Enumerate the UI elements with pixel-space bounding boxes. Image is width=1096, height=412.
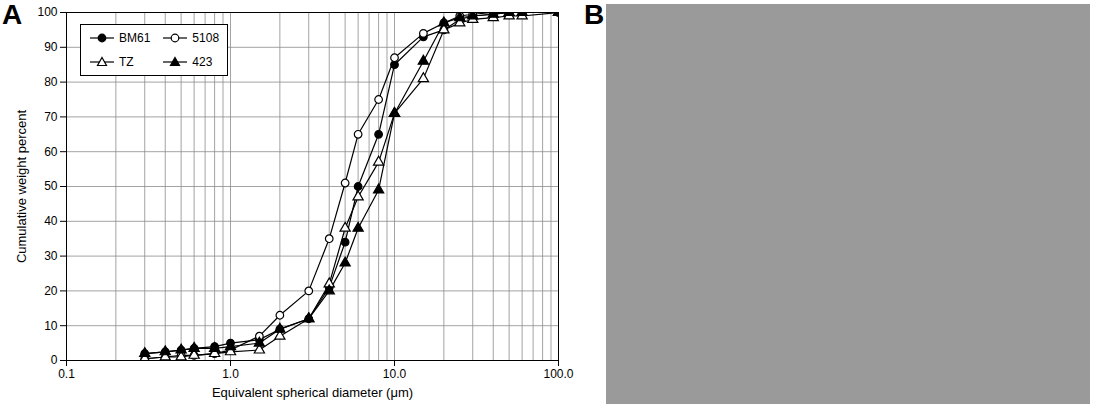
svg-text:20: 20 [44,284,58,298]
svg-text:10: 10 [44,319,58,333]
html-text:TZ: TZ [119,55,134,69]
html-text:B: B [584,0,605,30]
svg-text:1.0: 1.0 [222,367,239,381]
svg-text:70: 70 [44,110,58,124]
svg-text:80: 80 [44,75,58,89]
html-text:BM61: BM61 [119,31,151,45]
svg-text:90: 90 [44,40,58,54]
html-text:A: A [2,0,23,30]
svg-text:40: 40 [44,214,58,228]
svg-text:100: 100 [37,5,57,19]
svg-text:0: 0 [51,353,58,367]
svg-text:Equivalent spherical diameter: Equivalent spherical diameter (μm) [212,385,413,400]
svg-text:60: 60 [44,145,58,159]
svg-text:10.0: 10.0 [383,367,407,381]
svg-text:30: 30 [44,249,58,263]
html-text:423: 423 [192,55,213,69]
svg-text:50: 50 [44,179,58,193]
svg-text:0.1: 0.1 [58,367,75,381]
svg-text:100.0: 100.0 [543,367,573,381]
html-text:5108: 5108 [192,31,220,45]
svg-text:Cumulative weight percent: Cumulative weight percent [14,110,29,264]
